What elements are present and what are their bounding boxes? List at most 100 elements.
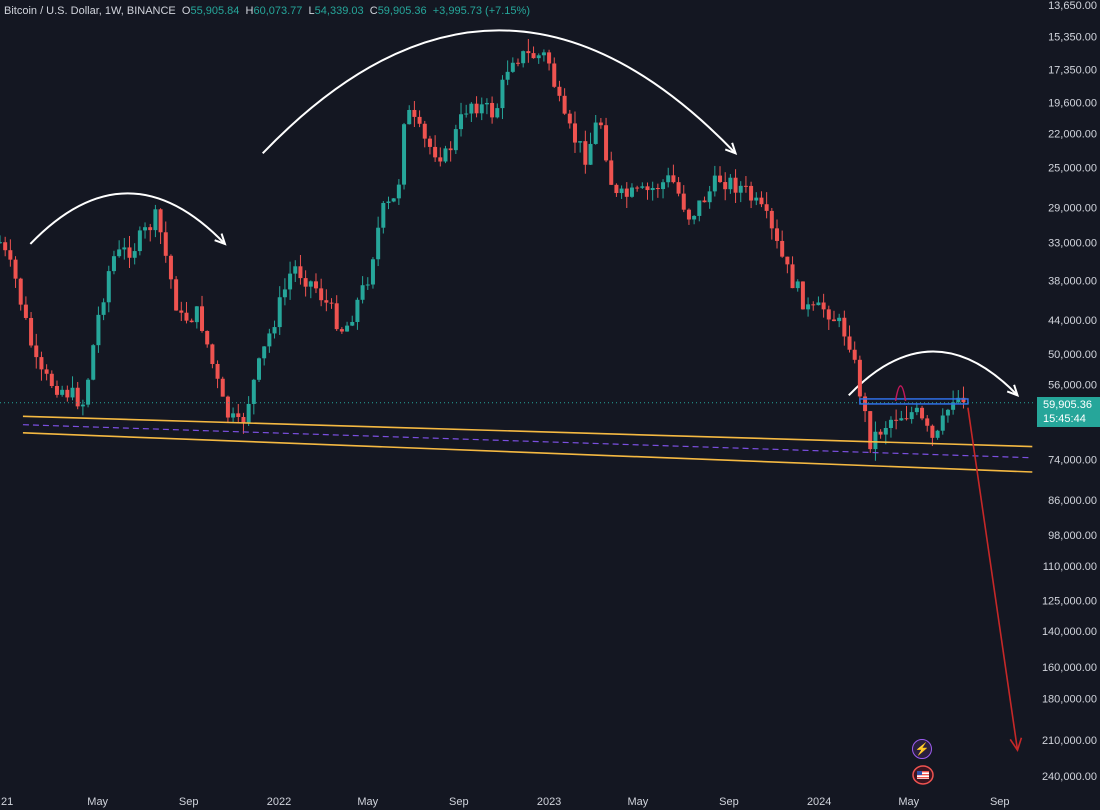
candle-body — [75, 387, 80, 407]
y-tick-label: 180,000.00 — [1042, 694, 1097, 706]
candle-body — [873, 431, 878, 450]
candle-body — [422, 123, 427, 139]
close-value: 59,905.36 — [377, 5, 427, 17]
candle-body — [127, 247, 132, 258]
x-tick-label: Sep — [179, 796, 199, 808]
candle-body — [852, 349, 857, 360]
candle-body — [174, 279, 179, 311]
us-flag-icon[interactable] — [912, 765, 934, 785]
y-tick-label: 74,000.00 — [1048, 455, 1097, 467]
candle-body — [319, 288, 324, 301]
candle-body — [474, 103, 479, 114]
candle-body — [391, 198, 396, 202]
candle-body — [857, 359, 862, 397]
y-tick-label: 210,000.00 — [1042, 735, 1097, 747]
candle-body — [930, 425, 935, 438]
candle-body — [70, 387, 75, 398]
candle-body — [572, 123, 577, 143]
candle-body — [541, 52, 546, 56]
candle-body — [661, 182, 666, 190]
candle-body — [811, 304, 816, 306]
candle-body — [759, 197, 764, 205]
candle-body — [723, 182, 728, 190]
candle-body — [106, 271, 111, 303]
candle-body — [91, 345, 96, 380]
candle-body — [754, 197, 759, 201]
candle-body — [951, 402, 956, 410]
y-tick-label: 125,000.00 — [1042, 596, 1097, 608]
x-tick-label: May — [87, 796, 108, 808]
candle-body — [650, 188, 655, 191]
candle-body — [246, 403, 251, 423]
y-tick-label: 240,000.00 — [1042, 771, 1097, 783]
y-tick-label: 15,350.00 — [1048, 32, 1097, 44]
x-tick-label: Sep — [990, 796, 1010, 808]
candle-body — [407, 109, 412, 125]
candle-body — [775, 228, 779, 241]
candle-body — [697, 200, 702, 216]
x-axis: 21 May Sep 2022 May Sep 2023 May Sep 2024 May Sep — [1, 796, 1010, 808]
candle-body — [868, 411, 873, 450]
candle-body — [899, 418, 904, 421]
candle-body — [521, 51, 526, 64]
candle-body — [785, 256, 790, 265]
channel-lower-line — [22, 432, 1033, 473]
y-tick-label: 110,000.00 — [1043, 561, 1097, 573]
candle-body — [531, 53, 536, 59]
y-tick-label: 29,000.00 — [1048, 203, 1097, 215]
candle-body — [484, 102, 489, 105]
candle-body — [13, 259, 18, 279]
candle-body — [220, 378, 225, 397]
candle-body — [692, 215, 697, 220]
candle-body — [443, 148, 448, 162]
candle-body — [806, 304, 811, 310]
candle-body — [510, 62, 515, 72]
candle-body — [645, 186, 650, 191]
x-tick-label: Sep — [449, 796, 469, 808]
x-tick-label: May — [627, 796, 648, 808]
candle-body — [39, 357, 44, 370]
candle-body — [117, 249, 122, 257]
candle-body — [194, 306, 199, 323]
candle-body — [200, 306, 205, 331]
candle-body — [231, 413, 236, 418]
y-tick-label: 13,650.00 — [1048, 0, 1097, 12]
channel-mid-line — [22, 424, 1033, 459]
candle-body — [920, 407, 925, 419]
candle-body — [215, 363, 220, 379]
x-tick-label: May — [357, 796, 378, 808]
candle-body — [236, 413, 241, 417]
arc-curve — [848, 350, 1019, 397]
candle-body — [272, 327, 277, 334]
candle-body — [780, 240, 785, 257]
candle-body — [44, 369, 49, 374]
candle-body — [453, 129, 458, 151]
candle-body — [293, 266, 298, 274]
bolt-icon[interactable]: ⚡ — [912, 739, 932, 759]
candle-body — [386, 201, 391, 203]
candle-body — [821, 302, 826, 310]
forecast-arrow — [967, 407, 1023, 752]
candle-body — [635, 187, 640, 189]
candle-body — [676, 182, 681, 194]
candle-body — [262, 346, 267, 359]
candle-body — [655, 188, 660, 190]
candle-body — [111, 256, 116, 272]
candle-body — [562, 95, 567, 114]
y-tick-label: 140,000.00 — [1042, 626, 1097, 638]
candle-body — [241, 416, 246, 423]
candle-body — [277, 297, 282, 328]
candle-body — [402, 124, 407, 185]
candle-body — [324, 300, 329, 303]
candle-body — [831, 319, 836, 322]
candle-body — [308, 281, 313, 287]
candle-body — [909, 412, 914, 420]
low-value: 54,339.03 — [314, 5, 364, 17]
candle-body — [376, 227, 381, 260]
candle-body — [743, 185, 748, 187]
candle-body — [438, 157, 443, 162]
candle-body — [427, 138, 432, 147]
y-tick-label: 25,000.00 — [1048, 163, 1097, 175]
candle-body — [738, 185, 743, 193]
